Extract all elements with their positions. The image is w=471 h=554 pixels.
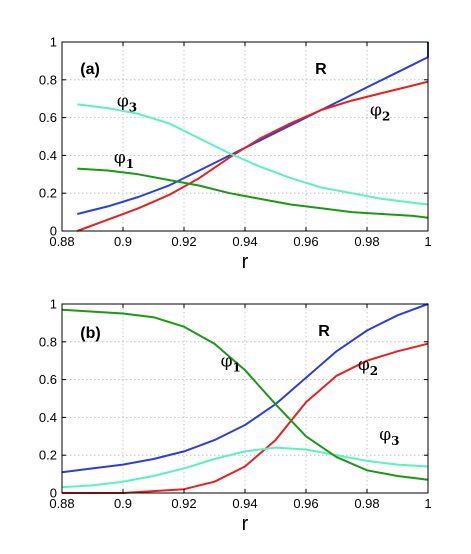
panel-label: (a)	[80, 61, 100, 78]
curve-label-φ2: φ2	[358, 355, 378, 378]
y-tick-label: 0.8	[39, 72, 57, 87]
y-tick-label: 0.2	[39, 448, 57, 463]
series-line-R	[61, 303, 429, 474]
y-tick-label: 0.4	[39, 410, 57, 425]
y-tick-label: 1	[50, 35, 57, 50]
x-tick-label: 0.96	[293, 496, 318, 511]
y-tick-label: 0.6	[39, 372, 57, 387]
curve-label-φ3: φ3	[379, 425, 399, 448]
x-tick-label: 0.88	[49, 234, 74, 249]
x-tick-label: 0.9	[114, 234, 132, 249]
x-tick-label: 1	[424, 234, 431, 249]
panel-label: (b)	[80, 325, 100, 342]
x-tick-label: 0.98	[354, 496, 379, 511]
curve-label-φ1: φ1	[221, 351, 241, 374]
curve-label-R: R	[318, 323, 330, 340]
y-tick-label: 0.8	[39, 334, 57, 349]
series-line-φ3	[77, 103, 429, 206]
x-tick-label: 0.98	[354, 234, 379, 249]
x-tick-label: 0.96	[293, 234, 318, 249]
series-line-φ1	[61, 308, 429, 481]
series-line-R	[77, 42, 429, 215]
x-tick-label: 1	[424, 496, 431, 511]
series-line-φ3	[61, 446, 429, 489]
curve-label-φ2: φ2	[370, 101, 390, 124]
series-line-φ1	[77, 167, 429, 219]
series-line-φ2	[62, 342, 429, 494]
x-axis-label: r	[242, 251, 249, 273]
y-tick-label: 0	[50, 224, 57, 239]
x-tick-label: 0.92	[171, 234, 196, 249]
x-tick-label: 0.88	[49, 496, 74, 511]
x-axis-label: r	[242, 513, 249, 535]
y-tick-label: 0.6	[39, 110, 57, 125]
curve-label-R: R	[315, 61, 327, 78]
plot-area	[62, 42, 428, 231]
x-tick-label: 0.94	[232, 234, 257, 249]
y-tick-label: 0.4	[39, 148, 57, 163]
chart-panel-a: 0.88 0.9 0.92 0.94 0.96 0.98 1 0 0.2 0.4 0.6 0.8 1 r R…	[39, 35, 432, 274]
x-tick-label: 0.94	[232, 496, 257, 511]
chart-panel-b: 0.88 0.9 0.92 0.94 0.96 0.98 1 0 0.2 0.4 0.6 0.8 1 r R…	[39, 297, 432, 536]
y-tick-label: 1	[50, 297, 57, 312]
curve-label-φ3: φ3	[117, 91, 137, 114]
x-tick-label: 0.92	[171, 496, 196, 511]
curve-label-φ1: φ1	[114, 148, 134, 171]
x-tick-label: 0.9	[114, 496, 132, 511]
y-tick-label: 0.2	[39, 186, 57, 201]
series-line-φ2	[76, 80, 429, 232]
y-tick-label: 0	[50, 486, 57, 501]
